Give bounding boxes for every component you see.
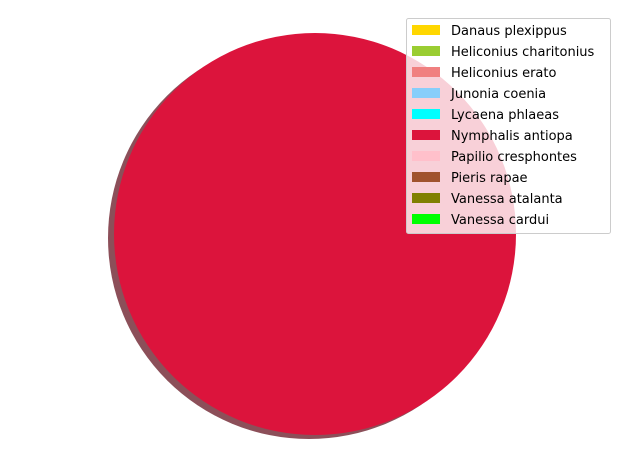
legend-entry-heliconius-erato: Heliconius erato [412, 66, 557, 81]
legend-swatch-heliconius-charitonius [412, 46, 440, 56]
legend-label-danaus-plexippus: Danaus plexippus [451, 24, 567, 39]
legend-entry-papilio-cresphontes: Papilio cresphontes [412, 150, 577, 165]
legend-frame [406, 18, 611, 234]
legend-entries: Danaus plexippus Heliconius charitonius He… [412, 24, 595, 228]
legend-entry-lycaena-phlaeas: Lycaena phlaeas [412, 108, 559, 123]
legend-entry-junonia-coenia: Junonia coenia [412, 87, 546, 102]
legend-swatch-danaus-plexippus [412, 25, 440, 35]
legend-label-pieris-rapae: Pieris rapae [451, 171, 528, 186]
legend-swatch-nymphalis-antiopa [412, 130, 440, 140]
legend-swatch-vanessa-atalanta [412, 193, 440, 203]
legend-label-vanessa-cardui: Vanessa cardui [451, 213, 549, 228]
legend: Danaus plexippus Heliconius charitonius He… [406, 18, 611, 234]
legend-swatch-junonia-coenia [412, 88, 440, 98]
legend-label-papilio-cresphontes: Papilio cresphontes [451, 150, 577, 165]
legend-label-vanessa-atalanta: Vanessa atalanta [451, 192, 563, 207]
legend-entry-danaus-plexippus: Danaus plexippus [412, 24, 567, 39]
legend-swatch-pieris-rapae [412, 172, 440, 182]
legend-label-lycaena-phlaeas: Lycaena phlaeas [451, 108, 559, 123]
legend-entry-nymphalis-antiopa: Nymphalis antiopa [412, 129, 573, 144]
legend-entry-heliconius-charitonius: Heliconius charitonius [412, 45, 595, 60]
legend-label-heliconius-charitonius: Heliconius charitonius [451, 45, 595, 60]
legend-label-nymphalis-antiopa: Nymphalis antiopa [451, 129, 573, 144]
legend-entry-pieris-rapae: Pieris rapae [412, 171, 528, 186]
legend-swatch-heliconius-erato [412, 67, 440, 77]
legend-entry-vanessa-cardui: Vanessa cardui [412, 213, 549, 228]
legend-swatch-vanessa-cardui [412, 214, 440, 224]
legend-swatch-papilio-cresphontes [412, 151, 440, 161]
legend-swatch-lycaena-phlaeas [412, 109, 440, 119]
legend-entry-vanessa-atalanta: Vanessa atalanta [412, 192, 563, 207]
legend-label-junonia-coenia: Junonia coenia [450, 87, 546, 102]
legend-label-heliconius-erato: Heliconius erato [451, 66, 557, 81]
